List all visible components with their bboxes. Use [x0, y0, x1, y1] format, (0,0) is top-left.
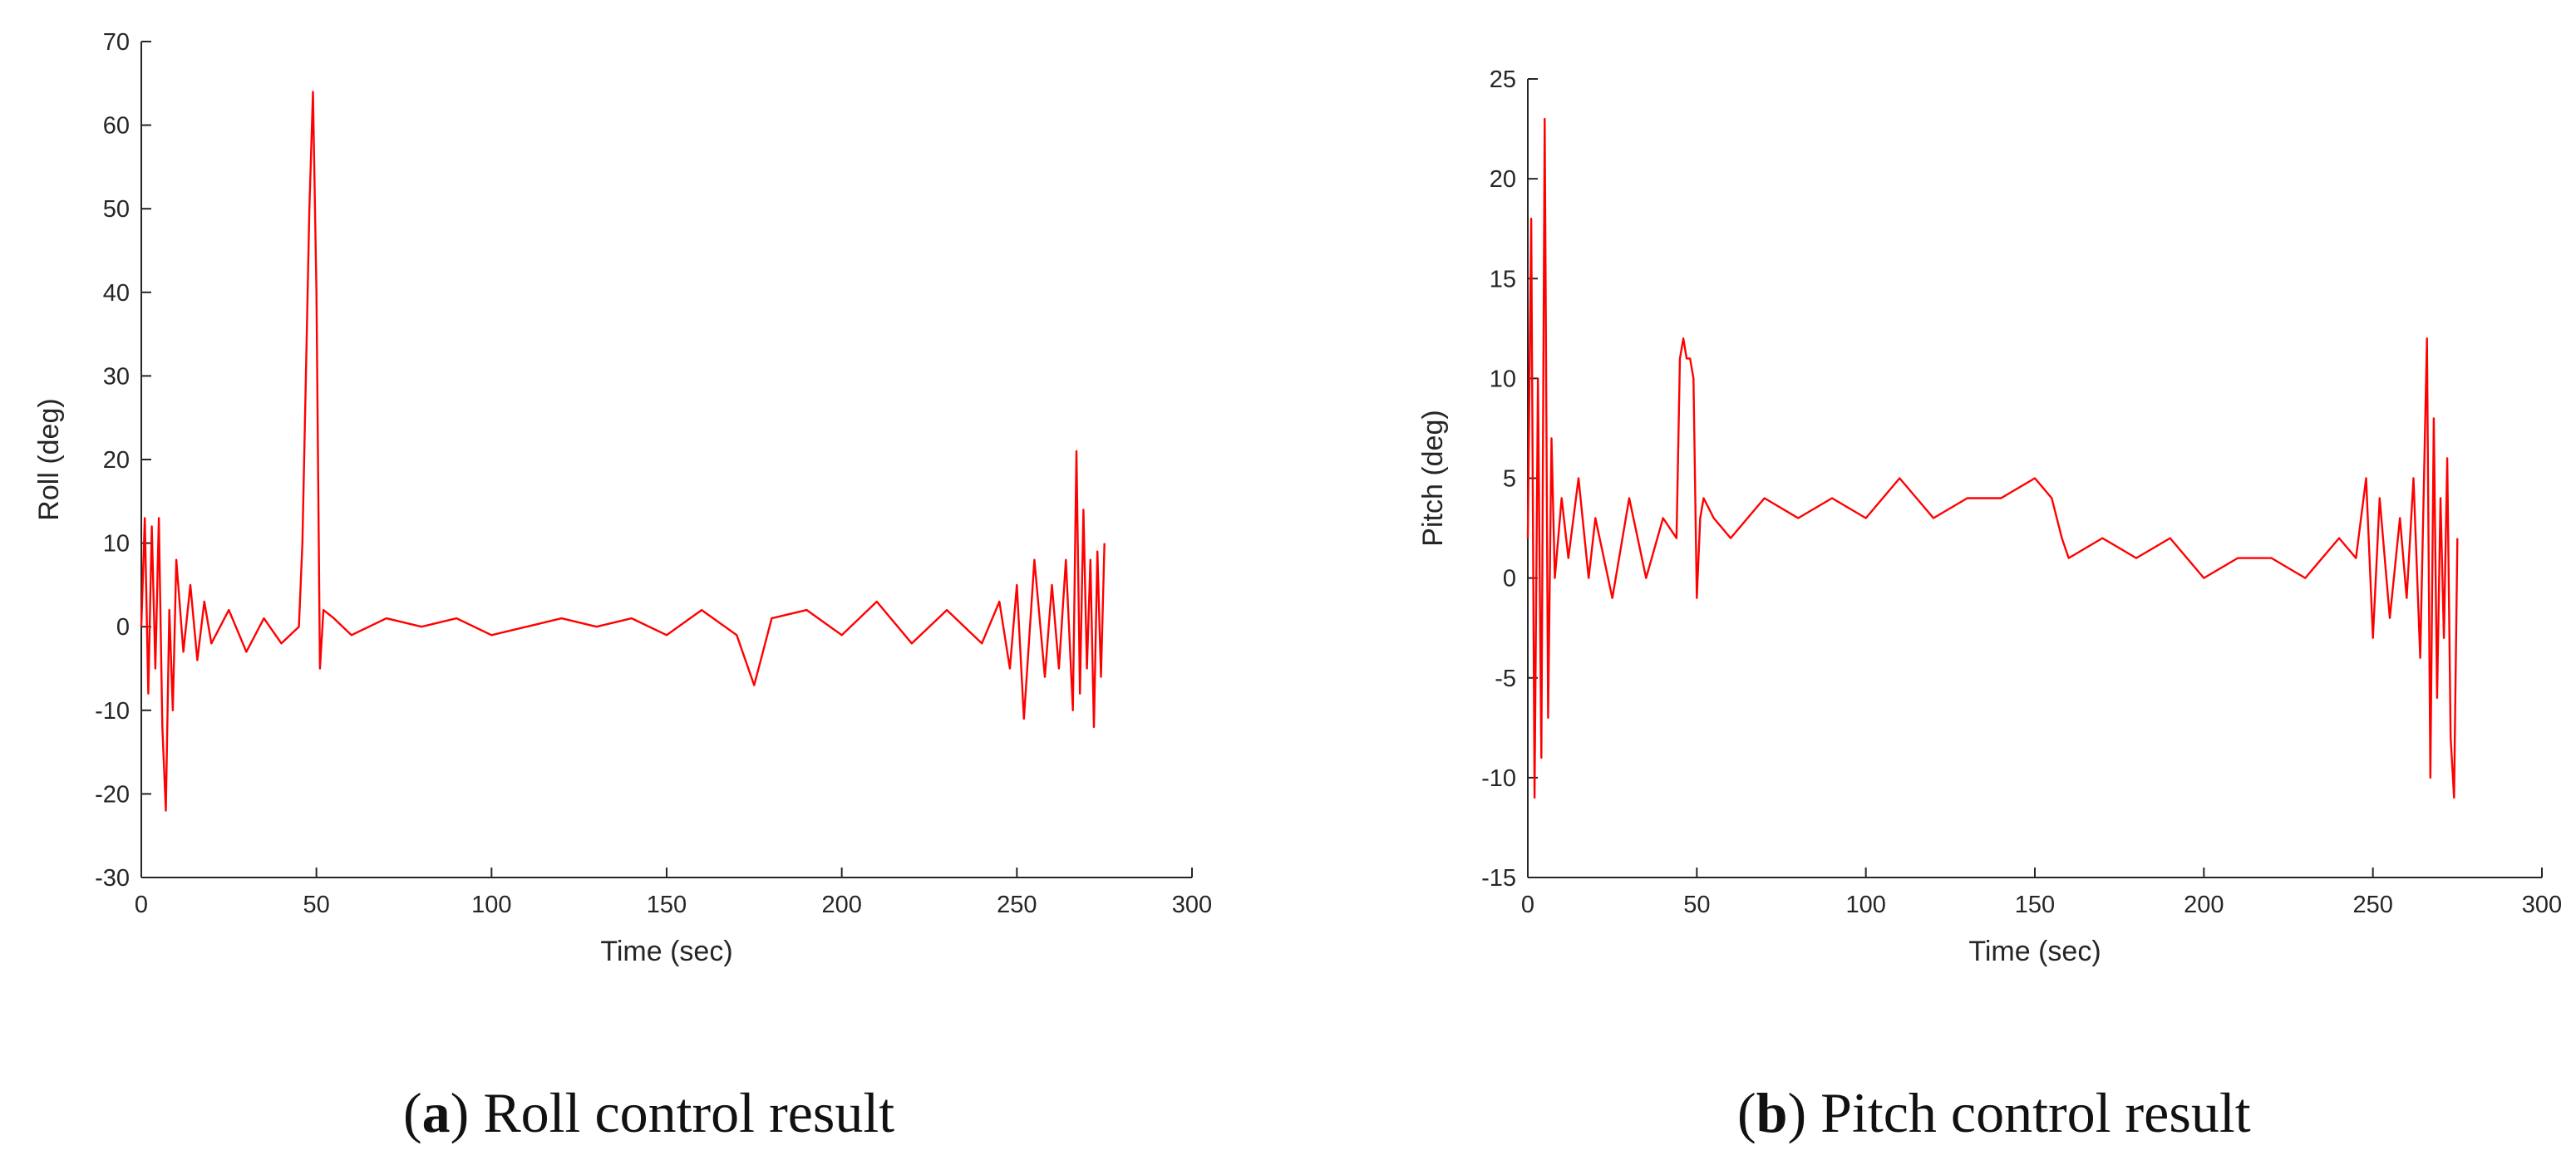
x-tick-label: 250 — [997, 892, 1037, 918]
x-tick-label: 100 — [471, 892, 511, 918]
x-tick-label: 150 — [2015, 892, 2055, 918]
x-axis-title: Time (sec) — [1968, 936, 2101, 967]
x-tick-label: 250 — [2352, 892, 2392, 918]
x-tick-label: 100 — [1845, 892, 1885, 918]
y-tick-label: 10 — [103, 531, 130, 558]
y-tick-label: 0 — [116, 614, 130, 641]
x-tick-label: 0 — [135, 892, 148, 918]
caption-paren-close: ) — [451, 1081, 484, 1144]
y-tick-label: 30 — [103, 363, 130, 390]
x-tick-label: 50 — [1683, 892, 1710, 918]
caption-paren-close: ) — [1787, 1081, 1820, 1144]
series-line — [140, 91, 1106, 812]
x-tick-label: 200 — [821, 892, 861, 918]
caption-letter: b — [1756, 1081, 1788, 1144]
y-tick-label: -15 — [1481, 865, 1516, 892]
pitch-chart: 0 50 100 150 200 250 300 -15 -10 -5 0 5 10 15 20 25 Time… — [1417, 66, 2562, 1144]
caption-letter: a — [422, 1081, 451, 1144]
y-tick-label: -10 — [1481, 765, 1516, 792]
y-tick-label: -10 — [95, 698, 130, 725]
figure-caption: (b) Pitch control result — [1737, 1081, 2251, 1144]
figure-caption: (a) Roll control result — [403, 1081, 894, 1144]
y-tick-label: 20 — [103, 447, 130, 474]
x-tick-label: 50 — [303, 892, 330, 918]
y-tick-label: 60 — [103, 113, 130, 140]
y-axis-title: Pitch (deg) — [1417, 410, 1449, 546]
x-axis-title: Time (sec) — [600, 936, 732, 967]
series-line — [1526, 117, 2459, 799]
caption-text: Roll control result — [483, 1081, 894, 1144]
y-tick-label: -5 — [1495, 666, 1516, 692]
x-tick-label: 200 — [2184, 892, 2224, 918]
x-tick-label: 300 — [2522, 892, 2562, 918]
x-tick-label: 150 — [647, 892, 687, 918]
y-tick-label: 25 — [1490, 66, 1516, 93]
roll-chart: 0 50 100 150 200 250 300 -30 -20 -10 0 10 20 30 40 50 60… — [33, 29, 1212, 1144]
caption-paren-open: ( — [1737, 1081, 1756, 1144]
caption-text: Pitch control result — [1820, 1081, 2251, 1144]
x-tick-label: 0 — [1521, 892, 1534, 918]
y-tick-label: -30 — [95, 865, 130, 892]
y-tick-label: 15 — [1490, 266, 1516, 292]
y-tick-label: 20 — [1490, 166, 1516, 193]
y-tick-label: -20 — [95, 781, 130, 808]
y-tick-label: 5 — [1503, 466, 1516, 493]
y-tick-label: 10 — [1490, 366, 1516, 392]
y-tick-label: 0 — [1503, 566, 1516, 592]
x-tick-label: 300 — [1172, 892, 1212, 918]
y-tick-label: 50 — [103, 196, 130, 223]
y-tick-label: 70 — [103, 29, 130, 56]
y-tick-label: 40 — [103, 280, 130, 307]
y-axis-title: Roll (deg) — [33, 398, 65, 520]
caption-paren-open: ( — [403, 1081, 422, 1144]
